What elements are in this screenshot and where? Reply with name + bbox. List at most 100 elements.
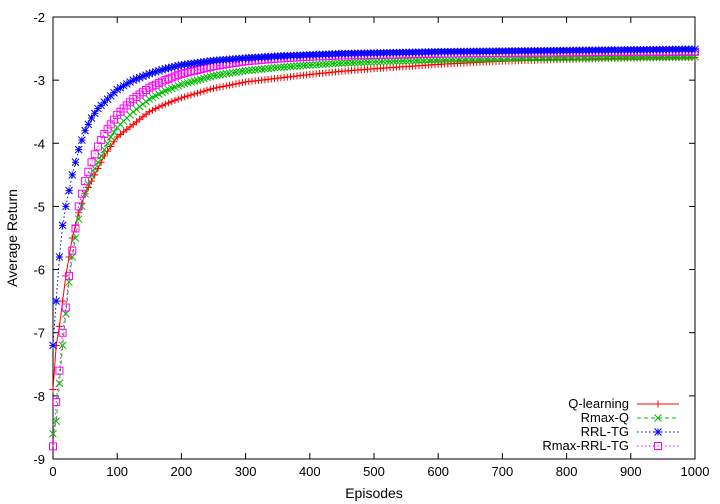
series-marker xyxy=(382,57,391,66)
series-marker xyxy=(49,442,57,451)
series-marker xyxy=(52,417,61,425)
series-marker xyxy=(93,142,102,151)
y-tick-label: -7 xyxy=(33,326,45,341)
series-marker xyxy=(283,62,292,71)
series-marker xyxy=(154,79,163,88)
series-marker xyxy=(148,68,157,77)
series-marker xyxy=(132,75,141,83)
series-marker xyxy=(152,105,160,113)
series-marker xyxy=(183,68,192,77)
series-marker xyxy=(309,60,317,69)
series-marker xyxy=(100,145,109,154)
series-marker xyxy=(168,98,176,106)
x-tick-label: 300 xyxy=(235,464,257,479)
series-marker xyxy=(106,133,115,141)
series-marker xyxy=(91,171,99,179)
series-marker xyxy=(49,429,57,438)
series-marker xyxy=(74,145,83,154)
series-marker xyxy=(238,67,247,76)
x-axis-label: Episodes xyxy=(345,485,403,501)
series-marker xyxy=(684,52,693,61)
series-marker xyxy=(184,92,192,100)
series-marker xyxy=(373,57,382,66)
series-marker xyxy=(321,60,330,68)
x-tick-label: 700 xyxy=(492,464,514,479)
series-marker xyxy=(100,129,109,138)
series-marker xyxy=(270,63,279,72)
series-marker xyxy=(110,138,118,146)
series-marker xyxy=(225,69,234,78)
series-marker xyxy=(145,108,153,116)
series-marker xyxy=(386,57,394,66)
series-marker xyxy=(77,189,86,198)
series-marker xyxy=(49,341,57,350)
series-marker xyxy=(392,57,401,66)
series-marker xyxy=(360,58,369,67)
series-marker xyxy=(665,53,674,61)
series-marker xyxy=(235,67,244,76)
series-marker xyxy=(87,114,96,122)
y-tick-label: -9 xyxy=(33,452,45,467)
series-marker xyxy=(254,65,263,74)
series-marker xyxy=(264,64,272,73)
series-marker xyxy=(55,366,64,375)
series-marker xyxy=(261,64,269,73)
series-marker xyxy=(222,82,230,90)
series-marker xyxy=(155,66,163,75)
series-marker xyxy=(305,61,314,69)
series-marker xyxy=(277,63,285,72)
series-marker xyxy=(190,90,198,98)
series-marker xyxy=(248,66,256,74)
series-marker xyxy=(116,107,125,116)
series-marker xyxy=(197,88,205,96)
x-tick-label: 800 xyxy=(556,464,578,479)
x-tick-label: 900 xyxy=(620,464,642,479)
series-marker xyxy=(180,69,189,78)
y-tick-label: -4 xyxy=(33,136,45,151)
series-marker xyxy=(97,152,106,160)
series-marker xyxy=(145,69,154,78)
series-marker xyxy=(273,63,282,72)
x-tick-label: 600 xyxy=(427,464,449,479)
series-marker xyxy=(219,70,227,79)
series-marker xyxy=(126,78,134,86)
series-marker xyxy=(142,71,150,79)
series-marker xyxy=(171,96,179,104)
series-marker xyxy=(212,71,221,80)
series-marker xyxy=(129,95,138,104)
series-marker xyxy=(148,82,157,91)
series-marker xyxy=(106,120,115,129)
series-marker xyxy=(312,60,321,69)
series-marker xyxy=(164,64,173,72)
x-tick-label: 200 xyxy=(171,464,193,479)
series-marker xyxy=(206,63,215,72)
series-marker xyxy=(126,98,135,107)
series-marker xyxy=(315,60,324,69)
legend-label: Q-learning xyxy=(568,396,629,411)
series-marker xyxy=(402,57,410,65)
series-marker xyxy=(299,61,308,70)
series-marker xyxy=(113,85,122,94)
series-marker xyxy=(94,158,102,167)
series-marker xyxy=(187,91,195,99)
x-tick-label: 500 xyxy=(363,464,385,479)
series-marker xyxy=(74,202,83,211)
series-marker xyxy=(65,271,74,280)
series-marker xyxy=(415,56,423,65)
series-marker xyxy=(405,56,414,65)
series-marker xyxy=(164,74,173,83)
series-marker xyxy=(296,61,305,70)
series-marker xyxy=(687,52,696,61)
series-marker xyxy=(241,66,250,75)
series-rmax-rrl-tg xyxy=(49,47,699,451)
series-marker xyxy=(58,328,67,337)
series-marker xyxy=(395,57,404,65)
series-marker xyxy=(341,59,349,67)
series-marker xyxy=(119,81,128,90)
series-rrl-tg xyxy=(49,45,699,350)
series-marker xyxy=(193,66,202,75)
series-marker xyxy=(139,72,147,81)
legend-marker xyxy=(654,428,662,436)
series-marker xyxy=(58,341,67,350)
